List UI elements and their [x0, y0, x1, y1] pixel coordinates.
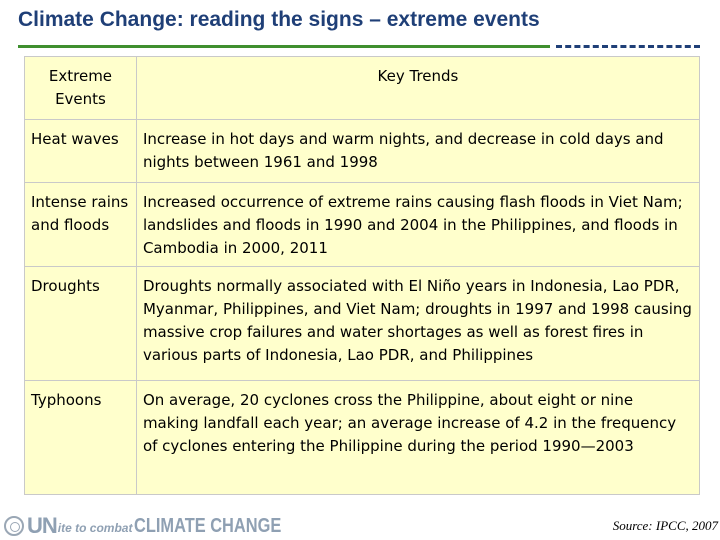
slide-title: Climate Change: reading the signs – extr… — [18, 8, 540, 31]
table-row: Typhoons On average, 20 cyclones cross t… — [24, 380, 701, 495]
extreme-events-table: Extreme Events Key Trends Heat waves Inc… — [24, 56, 701, 495]
event-cell: Typhoons — [24, 380, 137, 495]
table-row: Droughts Droughts normally associated wi… — [24, 266, 701, 381]
event-cell: Intense rains and floods — [24, 182, 137, 267]
event-cell: Droughts — [24, 266, 137, 381]
table-header-row: Extreme Events Key Trends — [24, 56, 701, 120]
source-citation: Source: IPCC, 2007 — [612, 518, 718, 533]
header-key-trends: Key Trends — [135, 56, 701, 120]
logo-text-un: UN — [27, 513, 58, 538]
trend-cell: On average, 20 cyclones cross the Philip… — [135, 380, 701, 495]
title-underline-solid — [18, 45, 550, 48]
logo-text-mid: ite to combat — [57, 521, 133, 535]
event-cell: Heat waves — [24, 119, 137, 183]
trend-cell: Droughts normally associated with El Niñ… — [135, 266, 701, 381]
trend-cell: Increased occurrence of extreme rains ca… — [135, 182, 701, 267]
table-row: Heat waves Increase in hot days and warm… — [24, 119, 701, 183]
unite-climate-change-logo: UN ite to combat CLIMATE CHANGE — [4, 513, 314, 538]
title-underline-dashed — [556, 45, 700, 48]
logo-text-climate-change: CLIMATE CHANGE — [134, 514, 282, 537]
un-emblem-icon — [4, 516, 24, 536]
trend-cell: Increase in hot days and warm nights, an… — [135, 119, 701, 183]
table-row: Intense rains and floods Increased occur… — [24, 182, 701, 267]
header-extreme-events: Extreme Events — [24, 56, 137, 120]
